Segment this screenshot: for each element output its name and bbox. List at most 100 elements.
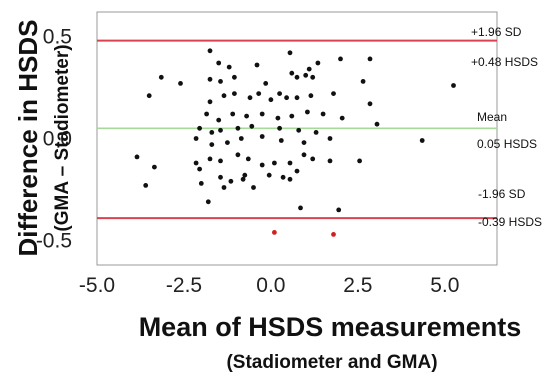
data-point [240, 176, 246, 182]
data-point [339, 115, 345, 121]
data-point [225, 140, 230, 146]
data-point [360, 79, 366, 84]
data-point [336, 207, 342, 213]
data-point [218, 79, 223, 84]
data-point [272, 160, 277, 166]
y-tick-label: 0.0 [43, 128, 72, 151]
data-point [232, 91, 237, 96]
data-point [275, 115, 281, 121]
data-point [296, 127, 302, 133]
data-point [238, 136, 244, 141]
data-point [218, 174, 223, 180]
data-point [301, 140, 307, 146]
data-point [268, 97, 274, 103]
data-point [419, 138, 425, 143]
data-point [315, 60, 321, 66]
data-point [235, 152, 241, 158]
mean-value: 0.05 HSDS [477, 137, 537, 151]
data-point [327, 158, 333, 164]
data-point [277, 91, 282, 96]
data-point [305, 109, 310, 115]
x-tick-label: 5.0 [430, 274, 459, 297]
x-tick-label: 2.5 [343, 274, 372, 297]
data-point [367, 56, 373, 62]
y-axis-sublabel: (GMA – Stadiometer) [52, 44, 73, 231]
data-point [284, 95, 289, 101]
data-point [259, 162, 265, 168]
x-axis-ticks: -5.0 -2.5 0.0 2.5 5.0 [79, 274, 459, 297]
data-point [254, 62, 260, 68]
data-point [197, 166, 203, 172]
data-point [242, 172, 248, 178]
data-point [310, 74, 316, 80]
upper-loa-value: +0.48 HSDS [471, 55, 538, 69]
data-point [451, 83, 456, 88]
data-point [245, 156, 251, 162]
data-point [259, 111, 265, 117]
data-point [230, 111, 236, 117]
data-point [197, 125, 203, 131]
reference-lines [97, 39, 497, 220]
data-point [320, 111, 326, 117]
data-point [221, 185, 227, 190]
data-point [303, 72, 309, 78]
lower-loa-value: -0.39 HSDS [478, 215, 542, 229]
data-point [251, 185, 256, 190]
y-axis-label: Difference in HSDS [13, 20, 43, 257]
y-axis-ticks: 0.5 0.0 -0.5 [36, 26, 72, 253]
data-point [357, 158, 362, 164]
data-point [294, 74, 300, 80]
data-point [287, 176, 293, 182]
data-point [146, 93, 152, 99]
data-point [226, 64, 232, 70]
data-point [216, 60, 222, 66]
data-point [158, 74, 164, 80]
data-point [218, 127, 223, 133]
data-point [134, 154, 140, 160]
data-point [278, 138, 284, 143]
data-point [306, 66, 312, 72]
data-point [218, 158, 223, 164]
data-point [143, 183, 149, 188]
data-point [207, 156, 213, 162]
data-point [207, 99, 213, 105]
lower-loa-label: -1.96 SD [478, 187, 526, 201]
data-point [198, 181, 204, 186]
reference-annotations: +1.96 SD +0.48 HSDS Mean 0.05 HSDS -1.96… [471, 25, 542, 229]
data-point [209, 130, 215, 135]
data-point [277, 125, 282, 131]
data-point [193, 160, 199, 166]
data-point [232, 74, 237, 80]
data-point [178, 81, 183, 86]
data-point [228, 178, 234, 184]
data-point [247, 95, 253, 101]
data-point [280, 174, 286, 180]
data-point [327, 136, 333, 141]
x-tick-label: -2.5 [166, 274, 202, 297]
data-point [235, 125, 241, 131]
data-point [289, 70, 295, 76]
data-point [331, 91, 336, 96]
data-point [259, 134, 265, 139]
data-point [374, 121, 380, 127]
mean-label: Mean [477, 110, 507, 124]
data-point [263, 81, 269, 86]
data-point [310, 156, 316, 162]
data-point [216, 117, 222, 123]
data-point [244, 113, 250, 119]
data-point [294, 95, 300, 101]
data-point [301, 152, 307, 158]
data-point [205, 199, 211, 205]
data-point [256, 91, 262, 96]
data-point [298, 205, 303, 211]
data-point [331, 232, 336, 237]
data-points [134, 48, 456, 237]
data-point [289, 113, 295, 119]
plot-area [96, 11, 498, 266]
data-point [287, 160, 293, 166]
data-point [367, 101, 373, 107]
x-axis-label: Mean of HSDS measurements [139, 312, 522, 342]
x-tick-label: -5.0 [79, 274, 115, 297]
data-point [221, 93, 227, 99]
